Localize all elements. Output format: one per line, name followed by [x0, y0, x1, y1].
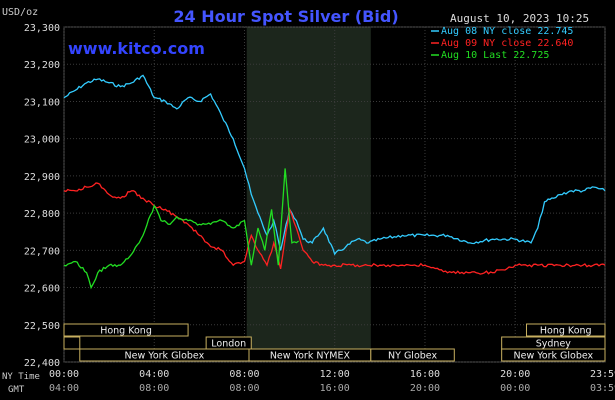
x-tick-label-ny: 20:00: [500, 369, 530, 380]
y-tick-label: 22,600: [24, 284, 60, 295]
kitco-watermark: www.kitco.com: [68, 39, 205, 58]
x-tick-label-gmt: 03:59: [590, 383, 615, 394]
session-bar: [63, 336, 81, 350]
x-axis-title-ny: NY Time: [2, 372, 40, 382]
nymex-session-highlight: [246, 27, 371, 362]
series-line-2: [63, 168, 299, 290]
x-tick-label-ny: 16:00: [410, 369, 440, 380]
y-tick-label: 22,400: [24, 358, 60, 369]
x-tick-label-gmt: 04:00: [49, 383, 79, 394]
session-label: Hong Kong: [540, 326, 592, 337]
legend-entry: Aug 08 NY close 22.745: [441, 26, 573, 37]
y-tick-label: 23,100: [24, 97, 60, 108]
x-tick-label-ny: 23:59: [590, 369, 615, 380]
session-bar: [501, 348, 606, 362]
session-label: New York NYMEX: [270, 351, 351, 362]
x-tick-label-ny: 00:00: [49, 369, 79, 380]
x-tick-label-gmt: 00:00: [500, 383, 530, 394]
session-label: New York Globex: [125, 351, 205, 362]
x-tick-label-gmt: 08:00: [229, 383, 259, 394]
x-axis-title-gmt: GMT: [8, 385, 25, 395]
x-tick-label-gmt: 08:00: [139, 383, 169, 394]
session-label: New York Globex: [514, 351, 594, 362]
session-label: London: [211, 339, 246, 350]
chart-timestamp: August 10, 2023 10:25: [450, 12, 589, 25]
session-label: Hong Kong: [100, 326, 152, 337]
x-tick-label-ny: 04:00: [139, 369, 169, 380]
y-tick-label: 22,900: [24, 172, 60, 183]
y-tick-label: 22,800: [24, 209, 60, 220]
session-bar: [63, 323, 189, 337]
session-bar: [525, 323, 606, 337]
y-tick-label: 23,000: [24, 135, 60, 146]
y-axis-label: USD/oz: [2, 7, 38, 18]
legend-entry: Aug 09 NY close 22.640: [441, 38, 573, 49]
y-tick-label: 23,200: [24, 60, 60, 71]
y-tick-label: 22,700: [24, 246, 60, 257]
series-line-1: [63, 182, 606, 275]
session-label: NY Globex: [388, 351, 437, 362]
x-tick-label-ny: 12:00: [320, 369, 350, 380]
legend-entry: Aug 10 Last 22.725: [441, 50, 549, 61]
y-tick-label: 22,500: [24, 321, 60, 332]
series-line-0: [63, 74, 606, 256]
x-tick-label-gmt: 16:00: [320, 383, 350, 394]
chart-title: 24 Hour Spot Silver (Bid): [173, 7, 398, 26]
session-label: Sydney: [536, 339, 572, 350]
y-tick-label: 23,300: [24, 23, 60, 34]
x-tick-label-gmt: 20:00: [410, 383, 440, 394]
session-bar: [370, 348, 455, 362]
x-tick-label-ny: 08:00: [229, 369, 259, 380]
